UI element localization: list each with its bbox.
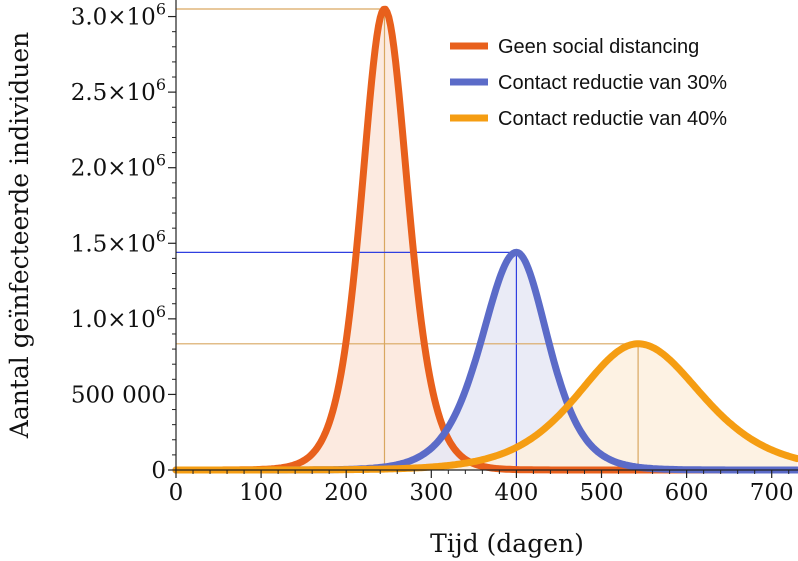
legend: Geen social distancing Contact reductie v…	[450, 36, 727, 130]
y-tick-label-4: 2.0×106	[71, 151, 166, 182]
y-tick-label-5: 2.5×106	[71, 75, 166, 106]
series-fills	[176, 9, 798, 471]
axes: 0 100 200 300 400 500 600 700 0 500 000 1.0×106 1.5…	[71, 0, 798, 506]
y-tick-label-1: 500 000	[71, 382, 166, 408]
x-tick-label-5: 500	[580, 480, 624, 506]
x-tick-label-6: 600	[665, 480, 709, 506]
series-fill-2	[176, 343, 798, 470]
x-tick-label-3: 300	[409, 480, 453, 506]
x-tick-label-1: 100	[239, 480, 283, 506]
y-tick-label-6: 3.0×106	[71, 0, 166, 31]
x-tick-label-4: 400	[494, 480, 538, 506]
legend-label-0: Geen social distancing	[498, 36, 699, 58]
series-fill-1	[176, 252, 798, 470]
legend-label-2: Contact reductie van 40%	[498, 108, 727, 130]
y-axis-title: Aantal geïnfecteerde individuen	[5, 32, 34, 439]
x-axis-title: Tijd (dagen)	[430, 529, 584, 558]
peak-marker-lines	[176, 8, 639, 470]
y-tick-label-2: 1.0×106	[71, 302, 166, 333]
legend-label-1: Contact reductie van 30%	[498, 72, 727, 94]
y-tick-label-3: 1.5×106	[71, 226, 166, 257]
y-tick-label-0: 0	[151, 458, 166, 484]
x-tick-label-7: 700	[750, 480, 794, 506]
x-tick-label-2: 200	[324, 480, 368, 506]
x-tick-label-0: 0	[169, 480, 184, 506]
